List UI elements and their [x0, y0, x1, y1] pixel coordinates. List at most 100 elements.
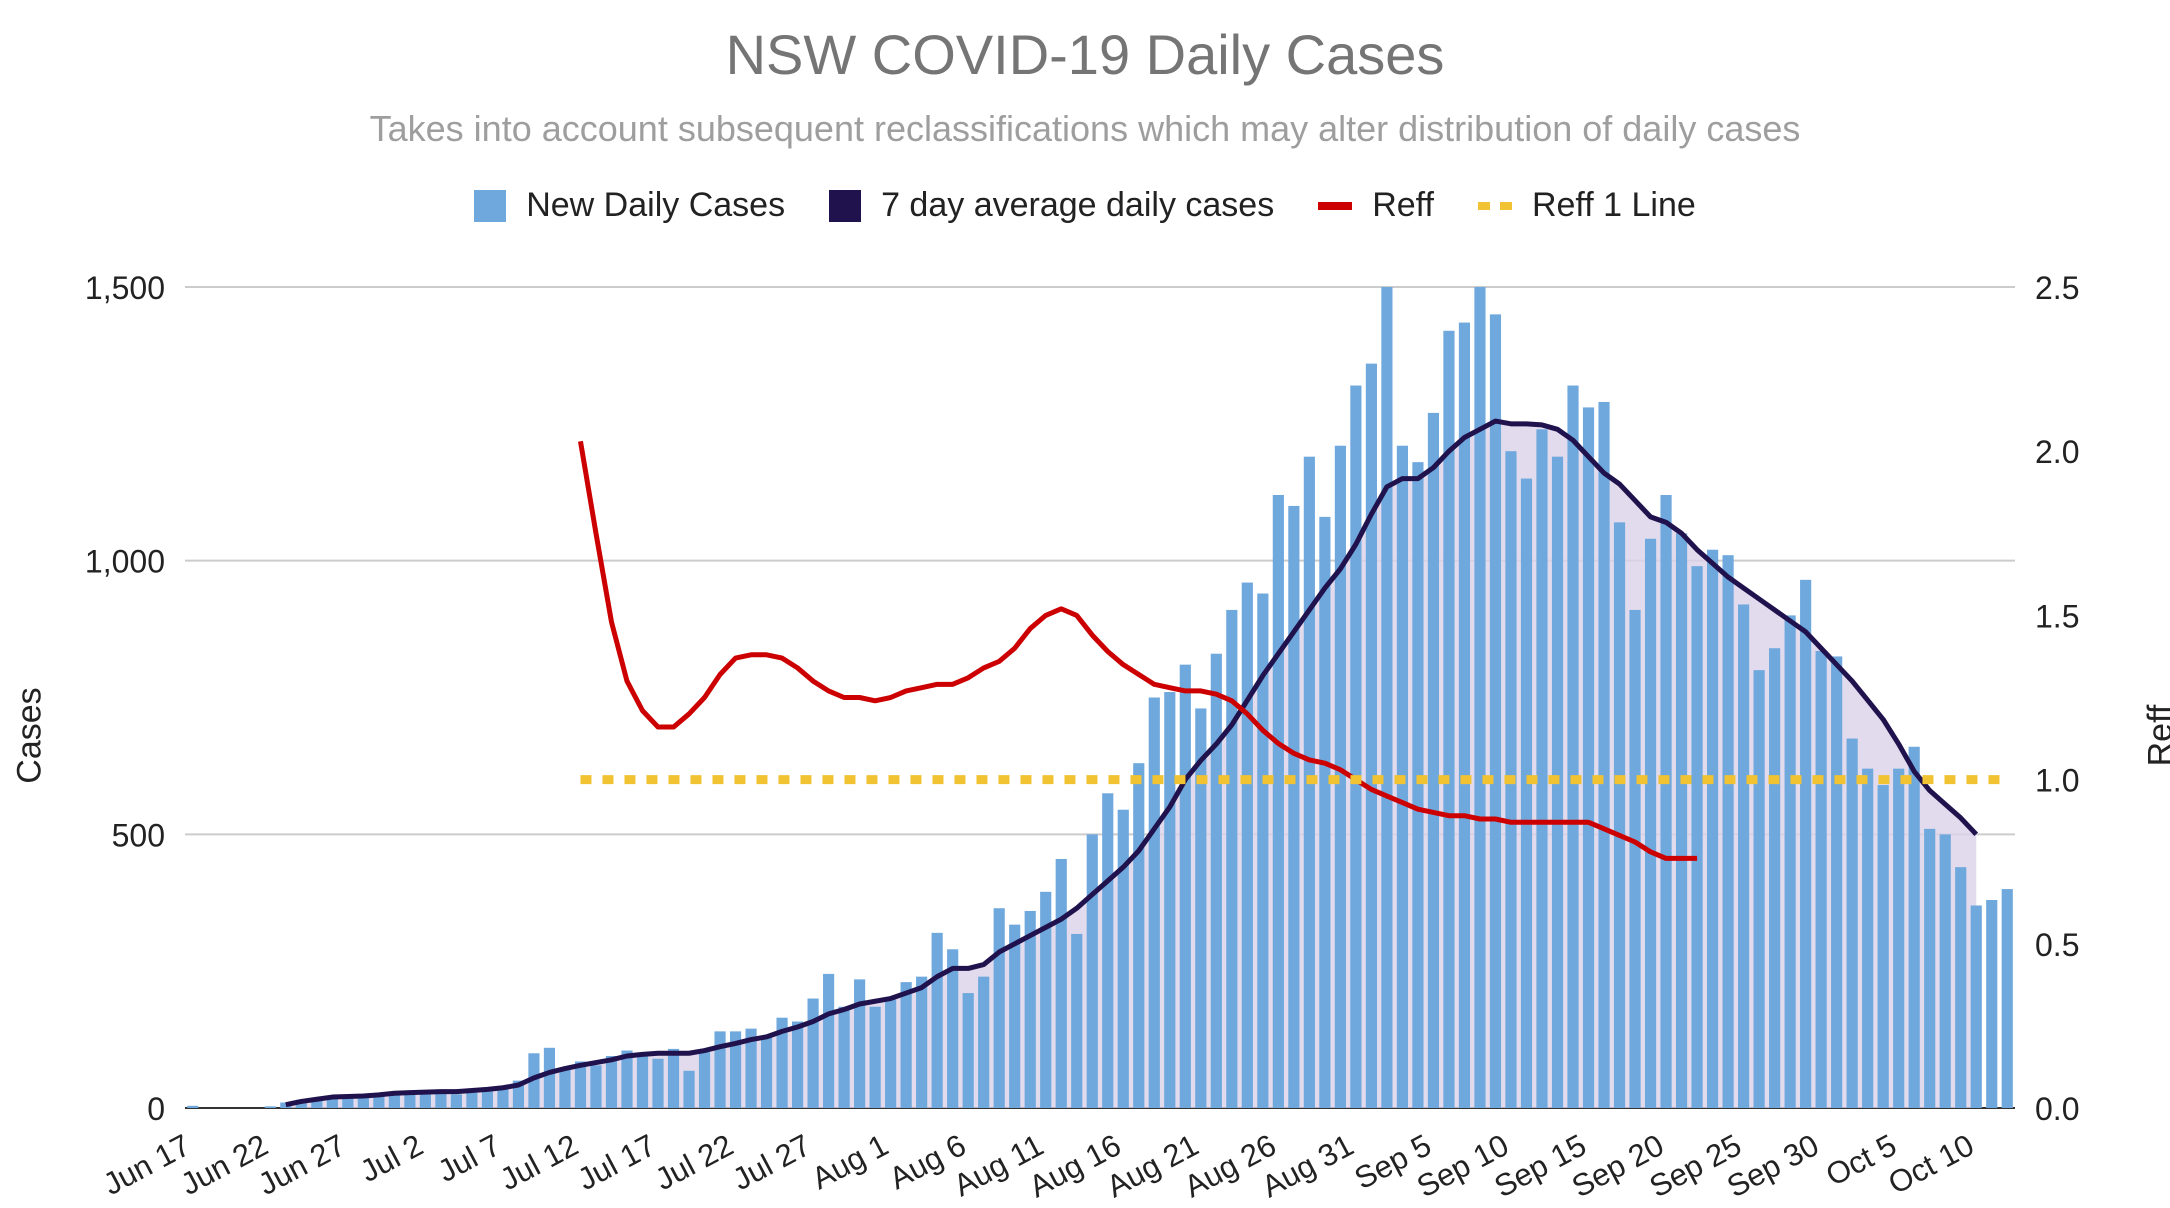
y-tick-label-right: 1.5 — [2035, 598, 2079, 634]
bar — [1427, 412, 1440, 1108]
y-tick-label-left: 0 — [147, 1091, 165, 1127]
bar — [1365, 363, 1377, 1108]
bar — [1660, 494, 1672, 1108]
bar — [1350, 385, 1362, 1108]
bar — [1474, 287, 1486, 1108]
legend-swatch-new-daily-cases — [474, 189, 507, 222]
legend-item-reff: Reff — [1318, 186, 1434, 225]
bar — [745, 1028, 757, 1108]
y-tick-label-right: 2.0 — [2035, 434, 2079, 470]
y-axis-title-right: Reff — [2141, 704, 2170, 767]
y-axis-right-ticks: 0.0 0.5 1.0 1.5 2.0 2.5 — [2035, 270, 2079, 1127]
bar — [652, 1058, 664, 1108]
bar — [900, 982, 912, 1108]
bar — [1877, 785, 1889, 1108]
bar — [869, 1006, 881, 1108]
bar — [1412, 462, 1424, 1108]
bar — [854, 979, 866, 1108]
bar — [2001, 889, 2013, 1108]
bar — [1831, 656, 1843, 1108]
bar — [978, 976, 990, 1108]
bar — [760, 1036, 773, 1108]
bar — [481, 1088, 493, 1108]
bar — [1520, 478, 1533, 1109]
bar — [916, 976, 928, 1108]
bar — [1009, 924, 1021, 1108]
bar — [621, 1050, 633, 1108]
bar — [357, 1095, 369, 1108]
y-axis-title-left: Cases — [10, 687, 49, 784]
x-tick-label: Jun 17 — [97, 1127, 196, 1202]
bar — [419, 1091, 431, 1108]
x-tick-label: Jun 27 — [253, 1127, 352, 1202]
bar — [1055, 858, 1067, 1108]
reff-line — [578, 440, 1698, 861]
bar — [497, 1086, 509, 1108]
bar — [1908, 746, 1920, 1108]
legend-item-new-daily-cases: New Daily Cases — [474, 186, 785, 225]
bar — [1210, 653, 1222, 1108]
legend-item-reff-1-line: Reff 1 Line — [1477, 186, 1696, 225]
bar — [1629, 609, 1641, 1108]
bar — [1257, 593, 1269, 1108]
average-line — [285, 418, 1979, 1108]
bar — [636, 1054, 649, 1108]
bar — [776, 1017, 788, 1108]
bar — [1753, 670, 1765, 1108]
bar — [1148, 697, 1160, 1108]
bar — [388, 1092, 400, 1108]
bar — [1179, 664, 1191, 1108]
legend-swatch-7-day-average — [829, 189, 862, 222]
legend-label-new-daily-cases: New Daily Cases — [526, 186, 786, 224]
bar — [1815, 650, 1827, 1108]
bar — [1862, 768, 1874, 1108]
bar — [1117, 809, 1129, 1108]
bar — [807, 998, 819, 1108]
bar — [729, 1031, 742, 1108]
bar — [1241, 582, 1253, 1108]
legend-swatch-reff-1-line — [1477, 201, 1512, 210]
legend-item-7-day-average: 7 day average daily cases — [829, 186, 1274, 225]
bar — [1195, 708, 1207, 1108]
bar — [962, 993, 974, 1108]
x-tick-label: Sep 30 — [1721, 1127, 1824, 1204]
bar — [792, 1021, 804, 1108]
x-tick-label: Aug 1 — [806, 1127, 894, 1196]
bar — [1133, 763, 1145, 1108]
bar — [1986, 900, 1998, 1108]
bar — [1644, 538, 1657, 1108]
bar — [683, 1070, 695, 1108]
y-tick-label-right: 0.0 — [2035, 1091, 2079, 1127]
x-tick-label: Jul 17 — [572, 1127, 661, 1197]
legend-swatch-reff — [1318, 201, 1353, 210]
bar — [1769, 648, 1781, 1108]
bar — [1784, 615, 1796, 1108]
bar — [714, 1031, 726, 1108]
bar — [404, 1094, 416, 1108]
legend-label-7-day-average: 7 day average daily cases — [881, 186, 1275, 224]
bar — [993, 908, 1005, 1108]
bar — [1071, 933, 1083, 1108]
bar — [698, 1052, 711, 1108]
bar — [373, 1094, 385, 1108]
bar — [590, 1065, 602, 1108]
bar — [342, 1097, 354, 1108]
y-tick-label-left: 1,500 — [85, 270, 165, 306]
bar — [1675, 533, 1688, 1108]
bar — [1970, 905, 1982, 1108]
bar — [1613, 522, 1626, 1108]
bar — [1443, 330, 1455, 1109]
bar — [1489, 314, 1502, 1108]
legend-label-reff-1-line: Reff 1 Line — [1531, 186, 1696, 224]
bar — [1846, 738, 1858, 1108]
bar — [1567, 385, 1579, 1108]
chart-subtitle: Takes into account subsequent reclassifi… — [369, 108, 1801, 149]
bar-series — [187, 287, 2013, 1109]
bar — [1722, 555, 1734, 1108]
chart-title: NSW COVID-19 Daily Cases — [725, 23, 1445, 86]
bar — [435, 1092, 447, 1108]
bar — [466, 1092, 478, 1108]
bar — [574, 1061, 587, 1108]
y-tick-label-right: 0.5 — [2035, 927, 2079, 963]
